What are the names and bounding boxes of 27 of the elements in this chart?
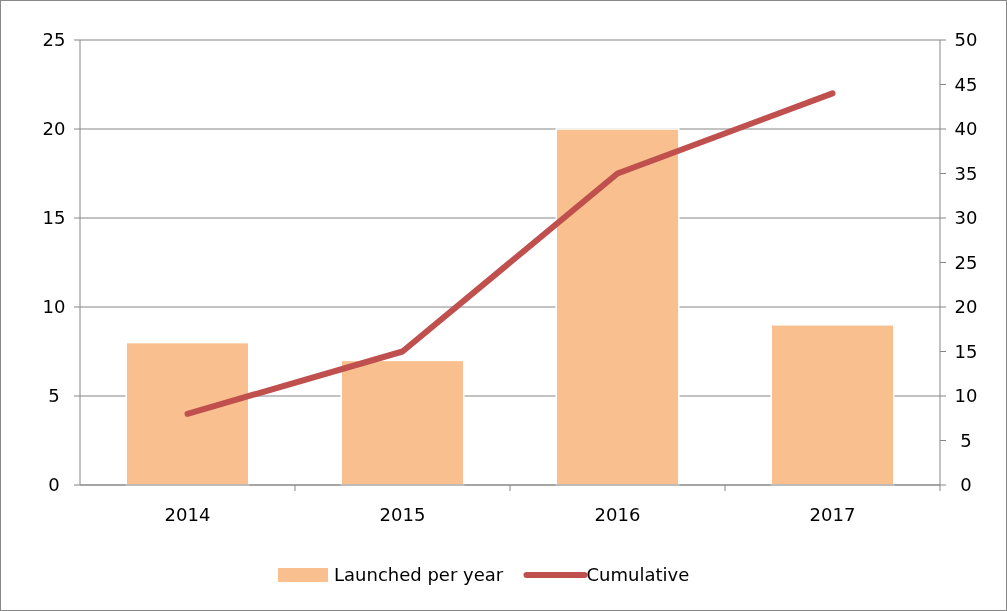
x-tick-label: 2016 bbox=[594, 504, 641, 525]
y2-tick-label: 25 bbox=[954, 251, 978, 273]
y2-tick-label: 20 bbox=[954, 296, 978, 318]
y-tick-label: 15 bbox=[42, 207, 66, 229]
legend-label: Cumulative bbox=[586, 564, 690, 586]
y2-tick-label: 45 bbox=[954, 73, 978, 95]
x-tick-label: 2015 bbox=[379, 504, 426, 525]
y-tick-label: 10 bbox=[42, 296, 66, 318]
bar bbox=[125, 341, 250, 486]
y2-tick-label: 50 bbox=[954, 29, 978, 51]
y2-tick-label: 10 bbox=[954, 385, 978, 407]
y2-tick-label: 30 bbox=[954, 207, 978, 229]
x-tick-label: 2017 bbox=[809, 504, 856, 525]
legend-label: Launched per year bbox=[334, 564, 504, 586]
y2-tick-label: 15 bbox=[954, 340, 978, 362]
x-tick-label: 2014 bbox=[164, 504, 211, 525]
y2-tick-label: 0 bbox=[960, 474, 972, 496]
y2-tick-label: 5 bbox=[960, 429, 972, 451]
y-tick-label: 20 bbox=[42, 118, 66, 140]
y-tick-label: 5 bbox=[48, 385, 60, 407]
bar bbox=[770, 324, 895, 486]
y-tick-label: 25 bbox=[42, 29, 66, 51]
y2-tick-label: 35 bbox=[954, 162, 978, 184]
y2-tick-label: 40 bbox=[954, 118, 978, 140]
bar bbox=[340, 359, 465, 486]
y-tick-label: 0 bbox=[48, 474, 60, 496]
bar bbox=[555, 128, 680, 486]
